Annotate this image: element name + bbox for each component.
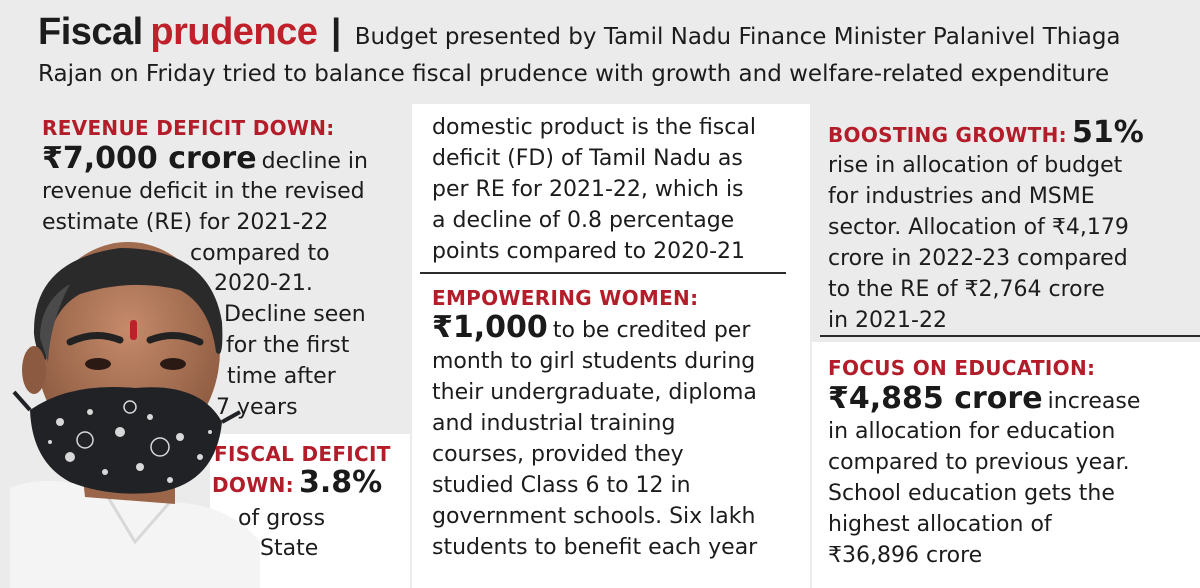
- education-text-3: compared to previous year.: [828, 450, 1130, 475]
- education-amount: ₹4,885 crore: [828, 381, 1043, 416]
- fiscal-line-2: DOWN: 3.8%: [212, 464, 382, 506]
- women-text-8: students to benefit each year: [432, 535, 758, 560]
- education-text-4: School education gets the: [828, 481, 1115, 506]
- fiscal-cont-5: points compared to 2020-21: [432, 239, 746, 264]
- growth-text-5: to the RE of ₹2,764 crore: [828, 277, 1105, 302]
- title-main: Fiscal: [38, 11, 143, 53]
- education-line-1: ₹4,885 crore increase: [828, 380, 1140, 422]
- education-text-5: highest allocation of: [828, 512, 1052, 537]
- women-text-5: courses, provided they: [432, 442, 684, 467]
- fiscal-amount: 3.8%: [299, 465, 383, 500]
- fiscal-text-1: of gross: [238, 506, 326, 531]
- growth-text-6: in 2021-22: [828, 308, 947, 333]
- growth-text-4: crore in 2022-23 compared: [828, 246, 1128, 271]
- revenue-text-2: revenue deficit in the revised: [42, 179, 365, 204]
- women-text-6: studied Class 6 to 12 in: [432, 473, 691, 498]
- center-divider: [420, 272, 786, 274]
- fiscal-cont-3: per RE for 2021-22, which is: [432, 177, 744, 202]
- women-line-1: ₹1,000 to be credited per: [432, 309, 750, 351]
- growth-line-1: BOOSTING GROWTH: 51%: [828, 114, 1144, 156]
- growth-heading: BOOSTING GROWTH:: [828, 123, 1067, 147]
- women-amount: ₹1,000: [432, 310, 548, 345]
- revenue-text-3: estimate (RE) for 2021-22: [42, 210, 329, 235]
- education-text-2: in allocation for education: [828, 419, 1116, 444]
- revenue-amount: ₹7,000 crore: [42, 141, 257, 176]
- title-accent: prudence: [150, 11, 318, 53]
- growth-amount: 51%: [1072, 115, 1144, 150]
- title-separator: |: [331, 11, 342, 52]
- revenue-text-4: compared to: [190, 241, 330, 266]
- growth-text-3: sector. Allocation of ₹4,179: [828, 215, 1129, 240]
- revenue-line-1: ₹7,000 crore decline in: [42, 140, 368, 182]
- revenue-text-1: decline in: [261, 149, 368, 174]
- education-heading: FOCUS ON EDUCATION:: [828, 356, 1096, 380]
- revenue-text-7: for the first: [226, 333, 350, 358]
- right-divider: [820, 335, 1200, 337]
- growth-text-2: for industries and MSME: [828, 184, 1095, 209]
- center-panel: [412, 104, 810, 588]
- education-panel: [812, 342, 1200, 588]
- education-text-6: ₹36,896 crore: [828, 543, 983, 568]
- fiscal-cont-2: deficit (FD) of Tamil Nadu as: [432, 146, 743, 171]
- minister-photo: [10, 242, 260, 588]
- revenue-heading: REVENUE DEFICIT DOWN:: [42, 116, 335, 140]
- women-text-4: and industrial training: [432, 411, 676, 436]
- revenue-text-8: time after: [227, 364, 336, 389]
- women-text-2: month to girl students during: [432, 349, 756, 374]
- fiscal-cont-1: domestic product is the fiscal: [432, 115, 756, 140]
- fiscal-heading-1: FISCAL DEFICIT: [214, 442, 391, 466]
- education-text-1: increase: [1047, 389, 1141, 414]
- revenue-text-9: 7 years: [216, 395, 298, 420]
- subtitle: Budget presented by Tamil Nadu Finance M…: [38, 24, 1121, 87]
- fiscal-text-2: State: [260, 536, 319, 561]
- fiscal-cont-4: a decline of 0.8 percentage: [432, 208, 735, 233]
- header: Fiscal prudence | Budget presented by Ta…: [38, 11, 1188, 92]
- women-text-7: government schools. Six lakh: [432, 504, 756, 529]
- women-text-3: their undergraduate, diploma: [432, 380, 757, 405]
- growth-text-1: rise in allocation of budget: [828, 153, 1123, 178]
- revenue-text-6: Decline seen: [224, 302, 366, 327]
- fiscal-heading-2: DOWN:: [212, 473, 294, 497]
- women-heading: EMPOWERING WOMEN:: [432, 286, 699, 310]
- revenue-text-5: 2020-21.: [214, 271, 313, 296]
- women-text-1: to be credited per: [552, 318, 751, 343]
